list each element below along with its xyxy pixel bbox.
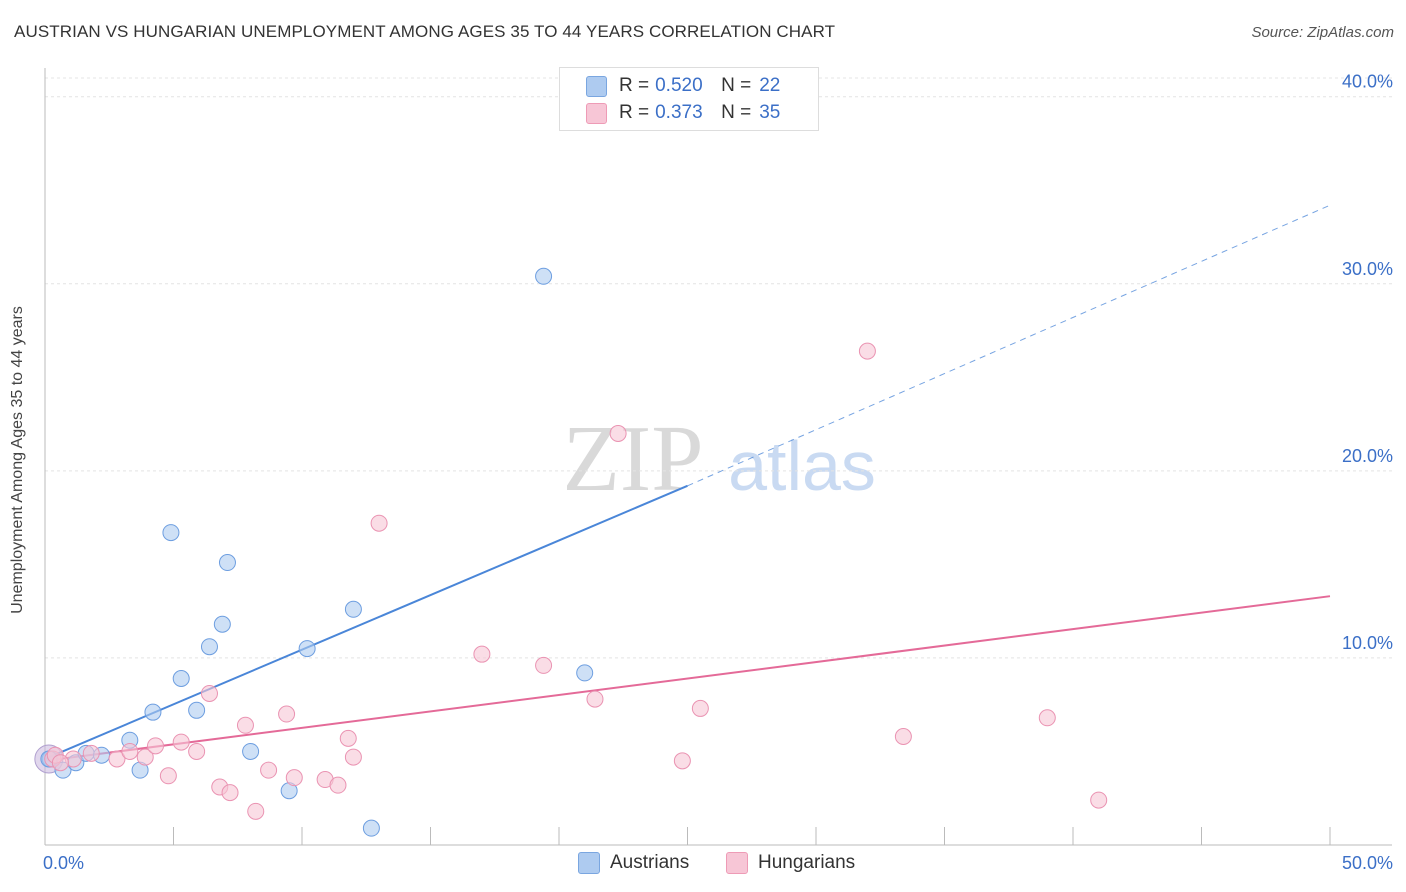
austrian-point (242, 742, 260, 760)
legend-label-hungarians: Hungarians (758, 852, 856, 873)
n-value: 22 (759, 75, 781, 96)
hungarian-point (858, 342, 876, 360)
hungarian-point (691, 699, 709, 717)
hungarian-point (329, 776, 347, 794)
source-label: Source: ZipAtlas.com (1251, 24, 1394, 41)
austrians-trend-extension (687, 204, 1331, 487)
hungarians-legend-swatch (726, 852, 748, 874)
austrian-point (344, 600, 362, 618)
hungarian-point (147, 737, 165, 755)
hungarians-swatch (586, 102, 607, 124)
stats-legend: R = 0.520 N = 22 R = 0.373 N = 35 (559, 67, 819, 131)
r-value: 0.520 (655, 75, 703, 96)
hungarian-point (894, 727, 912, 745)
series-legend: Austrians Hungarians (0, 852, 1406, 876)
austrians-trend-line (44, 484, 688, 760)
hungarian-point (673, 752, 691, 770)
austrian-point (362, 819, 380, 837)
hungarian-point (51, 754, 69, 772)
hungarian-point (159, 767, 177, 785)
austrians-swatch (586, 75, 607, 97)
hungarian-point (172, 733, 190, 751)
hungarian-point (1038, 709, 1056, 727)
hungarian-point (188, 742, 206, 760)
y-tick-label: 40.0% (1342, 72, 1393, 92)
axes (44, 68, 1392, 846)
y-tick-label: 10.0% (1342, 633, 1393, 653)
x-tick-label-min: 0.0% (43, 853, 84, 873)
legend-label-austrians: Austrians (610, 852, 690, 873)
hungarian-point (278, 705, 296, 723)
hungarians-trend-line (44, 595, 1331, 762)
hungarian-point (339, 729, 357, 747)
y-tick-label: 20.0% (1342, 446, 1393, 466)
austrian-point (162, 524, 180, 542)
hungarian-point (136, 748, 154, 766)
r-label: R = (619, 102, 650, 123)
tick-labels: 10.0% 20.0% 30.0% 40.0% 0.0% 50.0% (43, 72, 1393, 873)
hungarian-point (370, 514, 388, 532)
grid-lines (45, 77, 1392, 659)
chart-title: AUSTRIAN VS HUNGARIAN UNEMPLOYMENT AMONG… (14, 22, 836, 41)
hungarian-point (1090, 791, 1108, 809)
austrian-point (298, 640, 316, 658)
hungarian-point (82, 744, 100, 762)
austrian-point (535, 267, 553, 285)
hungarian-point (609, 424, 627, 442)
hungarian-point (260, 761, 278, 779)
stats-legend-row-hungarians: R = 0.373 N = 35 (586, 101, 780, 125)
austrian-point (218, 554, 236, 572)
austrian-point (576, 664, 594, 682)
watermark-atlas: atlas (728, 427, 876, 505)
n-label: N = (721, 75, 752, 96)
hungarian-point (108, 750, 126, 768)
hungarian-point (200, 684, 218, 702)
austrian-point (172, 670, 190, 688)
x-tick-label-max: 50.0% (1342, 853, 1393, 873)
hungarian-point (535, 656, 553, 674)
r-value: 0.373 (655, 102, 703, 123)
austrian-point (188, 701, 206, 719)
austrian-point (144, 703, 162, 721)
hungarian-point (247, 802, 265, 820)
legend-item-hungarians[interactable]: Hungarians (726, 852, 855, 874)
hungarian-point (221, 784, 239, 802)
hungarian-point (473, 645, 491, 663)
n-value: 35 (759, 102, 781, 123)
data-points (34, 267, 1108, 837)
hungarian-point (285, 769, 303, 787)
hungarian-point (344, 748, 362, 766)
legend-item-austrians[interactable]: Austrians (578, 852, 689, 874)
stats-legend-row-austrians: R = 0.520 N = 22 (586, 74, 780, 98)
watermark-zip: ZIP (563, 407, 704, 511)
austrian-point (200, 638, 218, 656)
hungarian-point (586, 690, 604, 708)
austrian-point (213, 615, 231, 633)
austrians-legend-swatch (578, 852, 600, 874)
r-label: R = (619, 75, 650, 96)
y-tick-label: 30.0% (1342, 259, 1393, 279)
hungarian-point (236, 716, 254, 734)
n-label: N = (721, 102, 752, 123)
hungarian-point (121, 742, 139, 760)
